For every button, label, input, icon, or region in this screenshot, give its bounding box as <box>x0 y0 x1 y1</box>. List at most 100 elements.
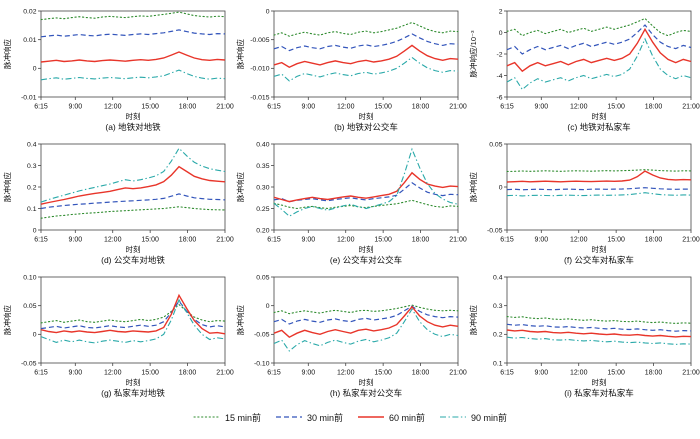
series-line-3 <box>506 170 691 183</box>
charts-grid: -0.01 0 0.01 0.02 6:15 9:00 12:00 15:00 18:00 21:… <box>1 4 700 403</box>
subplot-e-canvas: 0.20 0.25 0.30 0.35 0.40 6:15 9:00 12:00 15:00 18… <box>235 141 467 265</box>
y-tick-label: 0.05 <box>489 141 502 148</box>
subplot-a-canvas: -0.01 0 0.01 0.02 6:15 9:00 12:00 15:00 18:00 21:… <box>2 8 234 132</box>
series-line-3 <box>273 171 458 203</box>
x-tick-label: 12:00 <box>569 104 587 111</box>
series-line-1 <box>505 169 692 173</box>
series-line-4 <box>40 69 225 81</box>
x-axis-label: 时刻 <box>591 244 606 254</box>
x-tick-label: 18:00 <box>411 104 429 111</box>
x-tick-label: 6:15 <box>267 237 281 244</box>
series-line-4 <box>506 336 691 345</box>
x-tick-label: 18:00 <box>178 237 196 244</box>
subplot-b-canvas: -0.015 -0.010 -0.005 0 6:15 9:00 12:00 15:00 18:… <box>235 8 467 132</box>
x-tick-label: 21:00 <box>682 370 700 377</box>
subplot-caption: (b) 地铁对公交车 <box>334 122 398 132</box>
subplot-c: -6 -4 -2 0 2 6:15 9:00 12:00 15:00 18:00 21:00 脉冲响应… <box>467 4 700 137</box>
x-tick-label: 15:00 <box>141 104 159 111</box>
y-tick-label: 0.4 <box>27 141 37 148</box>
x-tick-label: 15:00 <box>607 237 625 244</box>
x-tick-label: 12:00 <box>569 370 587 377</box>
x-tick-label: 12:00 <box>336 104 354 111</box>
y-tick-label: 0.02 <box>23 8 36 15</box>
series-line-4 <box>273 308 458 352</box>
x-tick-label: 15:00 <box>374 370 392 377</box>
subplot-caption: (a) 地铁对地铁 <box>105 122 161 132</box>
y-tick-label: 0.25 <box>256 206 269 213</box>
x-tick-label: 6:15 <box>500 370 514 377</box>
x-tick-label: 15:00 <box>141 370 159 377</box>
legend-line-sample-icon <box>275 416 302 418</box>
y-tick-label: 0.1 <box>27 206 37 213</box>
y-tick-label: 0.20 <box>256 227 269 234</box>
plot-frame <box>273 276 458 364</box>
x-tick-label: 6:15 <box>267 104 281 111</box>
plot-frame <box>40 276 225 364</box>
x-axis-label: 时刻 <box>358 377 373 387</box>
y-tick-label: -0.015 <box>250 94 269 101</box>
x-tick-label: 21:00 <box>449 370 467 377</box>
y-tick-label: 0.35 <box>256 163 269 170</box>
subplot-i-canvas: 0.1 0.2 0.3 0.4 6:15 9:00 12:00 15:00 18:00 21:00… <box>468 274 700 398</box>
plot-frame <box>506 276 691 364</box>
x-tick-label: 15:00 <box>607 104 625 111</box>
subplot-e: 0.20 0.25 0.30 0.35 0.40 6:15 9:00 12:00 15:00 18… <box>234 137 467 270</box>
subplot-g: -0.05 0 0.05 0.10 6:15 9:00 12:00 15:00 18:00 21:… <box>1 270 234 403</box>
y-tick-label: 0.05 <box>256 274 269 281</box>
x-axis-label: 时刻 <box>125 111 140 121</box>
y-axis-label: 脉冲响应 <box>468 305 478 335</box>
x-tick-label: 9:00 <box>301 237 315 244</box>
series-line-2 <box>506 323 691 332</box>
legend-line-sample-icon <box>358 416 384 418</box>
x-axis-label: 时刻 <box>591 111 606 121</box>
x-tick-label: 21:00 <box>449 237 467 244</box>
x-axis-label: 时刻 <box>591 377 606 387</box>
y-axis-label: 脉冲响应 <box>2 172 12 202</box>
legend-label: 90 min前 <box>471 412 508 423</box>
y-axis-label: 脉冲响应 <box>235 172 245 202</box>
subplot-caption: (i) 私家车对私家车 <box>564 388 633 398</box>
y-tick-label: -0.01 <box>21 94 37 101</box>
y-tick-label: 0.3 <box>493 303 503 310</box>
series-line-1 <box>272 304 459 315</box>
y-tick-label: 0.40 <box>256 141 269 148</box>
x-tick-label: 21:00 <box>216 370 234 377</box>
legend-item: 15 min前 <box>193 411 261 424</box>
x-tick-label: 15:00 <box>374 104 392 111</box>
y-tick-label: 0.4 <box>493 274 503 281</box>
x-tick-label: 9:00 <box>68 237 82 244</box>
subplot-h: -0.10 -0.05 0 0.05 6:15 9:00 12:00 15:00 18:00 21… <box>234 270 467 403</box>
y-tick-label: -0.05 <box>487 227 503 234</box>
x-tick-label: 21:00 <box>682 237 700 244</box>
y-tick-label: 0.10 <box>23 274 36 281</box>
y-tick-label: 0.3 <box>27 163 37 170</box>
x-tick-label: 12:00 <box>103 104 121 111</box>
subplot-d: 0 0.1 0.2 0.3 0.4 6:15 9:00 12:00 15:00 18:00 21:0… <box>1 137 234 270</box>
y-tick-label: 0.30 <box>256 184 269 191</box>
series-line-3 <box>506 27 691 73</box>
series-line-2 <box>40 193 225 210</box>
series-line-3 <box>273 305 458 339</box>
subplot-caption: (h) 私家车对公交车 <box>329 388 401 398</box>
subplot-caption: (d) 公交车对地铁 <box>101 255 165 265</box>
series-line-1 <box>39 11 226 21</box>
subplot-caption: (c) 地铁对私家车 <box>567 122 630 132</box>
subplot-h-canvas: -0.10 -0.05 0 0.05 6:15 9:00 12:00 15:00 18:00 21… <box>235 274 467 398</box>
legend-label: 60 min前 <box>389 412 426 423</box>
x-tick-label: 9:00 <box>534 237 548 244</box>
x-tick-label: 12:00 <box>336 237 354 244</box>
y-tick-label: 0.2 <box>493 332 503 339</box>
y-tick-label: 0.2 <box>27 184 37 191</box>
x-axis-label: 时刻 <box>358 111 373 121</box>
y-axis-label: 脉冲响应 <box>2 39 12 69</box>
legend: 15 min前 30 min前 60 min前 90 min前 <box>0 405 700 429</box>
y-axis-label: 脉冲响应 <box>468 172 478 202</box>
x-tick-label: 9:00 <box>534 370 548 377</box>
x-tick-label: 6:15 <box>34 370 48 377</box>
y-tick-label: -0.010 <box>250 66 269 73</box>
y-tick-label: 0 <box>32 66 36 73</box>
series-line-1 <box>272 21 459 37</box>
x-tick-label: 12:00 <box>103 237 121 244</box>
y-tick-label: -4 <box>496 73 502 80</box>
